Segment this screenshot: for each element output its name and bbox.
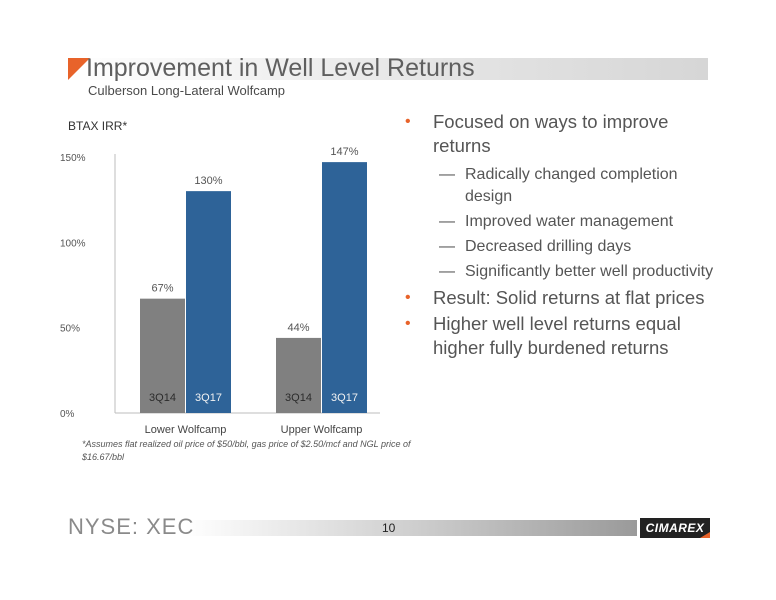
category-label: Upper Wolfcamp — [281, 424, 363, 436]
sub-bullet-dash: — — [439, 238, 455, 255]
logo-accent — [700, 532, 710, 538]
y-tick-label: 0% — [60, 409, 75, 420]
cimarex-logo: CIMAREX — [640, 518, 710, 538]
bullet-dot: • — [405, 113, 411, 130]
bullet-dot: • — [405, 289, 411, 306]
series-label: 3Q17 — [331, 392, 358, 404]
bullet-list: • Focused on ways to improve returns — Radi… — [405, 110, 715, 362]
y-tick-label: 50% — [60, 324, 80, 335]
chart-label: BTAX IRR* — [68, 119, 128, 133]
bar-3q14-1 — [140, 298, 185, 413]
page-number: 10 — [382, 521, 396, 535]
bar-3q14-2 — [276, 337, 321, 413]
bar-chart: 0% 50% 100% 150% 67% 3Q14 130% 3Q17 Lower Wolfc… — [60, 146, 380, 436]
bullet-item: • Result: Solid returns at flat prices — [405, 286, 715, 310]
sub-bullet-text: Significantly better well productivity — [465, 263, 714, 280]
sub-bullet-item: — Significantly better well productivity — [405, 261, 715, 283]
y-tick-label: 100% — [60, 238, 86, 249]
data-label: 67% — [151, 283, 173, 295]
slide-title: Improvement in Well Level Returns — [86, 54, 475, 82]
sub-bullet-dash: — — [439, 263, 455, 280]
sub-bullet-text: Decreased drilling days — [465, 238, 632, 255]
bullet-text: Result: Solid returns at flat prices — [433, 287, 705, 308]
data-label: 130% — [194, 175, 222, 187]
y-tick-label: 150% — [60, 153, 86, 164]
title-accent-triangle — [68, 58, 90, 80]
sub-bullet-item: — Decreased drilling days — [405, 236, 715, 258]
bar-3q17-1 — [186, 191, 231, 413]
slide-subtitle: Culberson Long-Lateral Wolfcamp — [88, 83, 286, 98]
series-label: 3Q17 — [195, 392, 222, 404]
series-label: 3Q14 — [285, 392, 312, 404]
sub-bullet-text: Radically changed completion design — [465, 166, 678, 205]
bullet-text: Higher well level returns equal higher f… — [433, 313, 681, 358]
category-label: Lower Wolfcamp — [145, 424, 227, 436]
bullet-dot: • — [405, 315, 411, 332]
bullet-text: Focused on ways to improve returns — [433, 111, 669, 156]
data-label: 147% — [330, 146, 358, 158]
sub-bullet-dash: — — [439, 166, 455, 183]
footer-bar — [185, 520, 637, 536]
footer-ticker: NYSE: XEC — [68, 514, 195, 539]
chart-footnote: *Assumes flat realized oil price of $50/… — [82, 439, 411, 462]
title-band — [68, 58, 708, 80]
data-label: 44% — [287, 322, 309, 334]
bar-3q17-2 — [322, 162, 367, 413]
bullet-item: • Focused on ways to improve returns — [405, 110, 715, 158]
series-label: 3Q14 — [149, 392, 176, 404]
sub-bullet-item: — Improved water management — [405, 211, 715, 233]
bullet-item: • Higher well level returns equal higher … — [405, 312, 715, 360]
sub-bullet-dash: — — [439, 213, 455, 230]
sub-bullet-item: — Radically changed completion design — [405, 164, 715, 208]
sub-bullet-text: Improved water management — [465, 213, 674, 230]
